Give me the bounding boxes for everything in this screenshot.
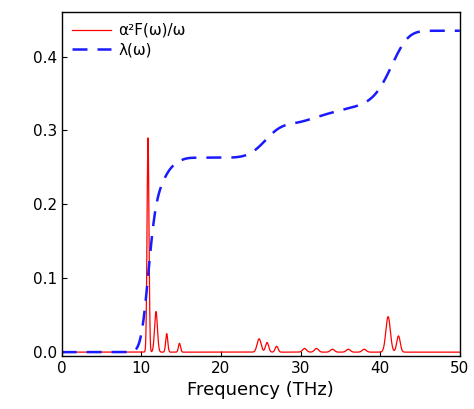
λ(ω) <box>75 350 81 355</box>
α²F(ω)/ω <box>436 350 442 355</box>
α²F(ω)/ω <box>61 350 66 355</box>
α²F(ω)/ω <box>457 350 463 355</box>
Line: α²F(ω)/ω: α²F(ω)/ω <box>62 138 460 352</box>
Legend: α²F(ω)/ω, λ(ω): α²F(ω)/ω, λ(ω) <box>66 17 191 64</box>
Line: λ(ω): λ(ω) <box>62 31 460 352</box>
α²F(ω)/ω <box>145 135 151 140</box>
λ(ω) <box>457 28 463 33</box>
X-axis label: Frequency (THz): Frequency (THz) <box>187 381 334 399</box>
α²F(ω)/ω <box>137 350 143 355</box>
λ(ω) <box>137 339 143 344</box>
α²F(ω)/ω <box>59 350 64 355</box>
λ(ω) <box>82 350 88 355</box>
λ(ω) <box>436 28 441 33</box>
λ(ω) <box>59 350 64 355</box>
α²F(ω)/ω <box>75 350 81 355</box>
α²F(ω)/ω <box>254 345 259 350</box>
λ(ω) <box>61 350 66 355</box>
α²F(ω)/ω <box>82 350 88 355</box>
λ(ω) <box>254 147 259 152</box>
